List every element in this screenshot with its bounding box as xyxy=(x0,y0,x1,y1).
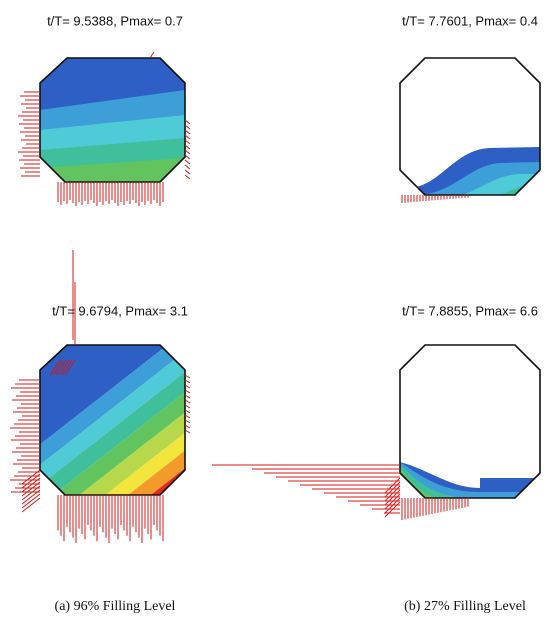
pressure-line xyxy=(184,409,191,414)
tank xyxy=(399,344,541,499)
pressure-line xyxy=(184,404,191,409)
pressure-line xyxy=(52,359,64,376)
caption: (a) 96% Filling Level xyxy=(55,599,176,614)
pressure-line xyxy=(21,485,41,501)
caption: (b) 27% Filling Level xyxy=(404,599,526,614)
pressure-line xyxy=(184,419,191,424)
pressure-line xyxy=(184,124,191,130)
pressure-line xyxy=(49,359,61,376)
pressure-line xyxy=(184,174,191,180)
pressure-line xyxy=(21,493,41,509)
pressure-line xyxy=(384,493,401,510)
pressure-line xyxy=(184,424,191,429)
pressure-line xyxy=(149,51,155,59)
pressure-line xyxy=(384,489,401,506)
pressure-line xyxy=(64,359,76,376)
pressure-line xyxy=(184,149,191,155)
pressure-line xyxy=(184,414,191,419)
pressure-line xyxy=(184,139,191,145)
pressure-line xyxy=(21,497,41,513)
fluid xyxy=(40,58,185,182)
pressure-line xyxy=(58,359,70,376)
pressure-line xyxy=(184,164,191,170)
pressure-line xyxy=(384,497,401,514)
pressure-line xyxy=(184,379,191,384)
pressure-line xyxy=(184,384,191,389)
pressure-line xyxy=(55,359,67,376)
pressure-line xyxy=(184,119,191,125)
pressure-lines xyxy=(10,51,469,543)
pressure-line xyxy=(184,389,191,394)
pressure-line xyxy=(184,169,191,175)
fluid xyxy=(40,345,185,495)
panel-title: t/T= 9.5388, Pmax= 0.7 xyxy=(47,13,183,28)
tank xyxy=(399,57,541,196)
pressure-line xyxy=(184,399,191,404)
panel-title: t/T= 7.8855, Pmax= 6.6 xyxy=(402,303,538,318)
pressure-line xyxy=(21,477,41,493)
pressure-line xyxy=(184,129,191,135)
pressure-line xyxy=(384,481,401,498)
panel-title: t/T= 9.6794, Pmax= 3.1 xyxy=(52,303,188,318)
pressure-line xyxy=(384,501,401,518)
pressure-line xyxy=(21,469,41,485)
pressure-line xyxy=(21,489,41,505)
pressure-line xyxy=(21,473,41,489)
pressure-line xyxy=(184,394,191,399)
pressure-line xyxy=(61,359,73,376)
pressure-line xyxy=(184,134,191,140)
pressure-line xyxy=(184,144,191,150)
pressure-line xyxy=(21,481,41,497)
pressure-line xyxy=(384,485,401,502)
pressure-line xyxy=(184,429,191,434)
pressure-line xyxy=(184,154,191,160)
panel-title: t/T= 7.7601, Pmax= 0.4 xyxy=(402,13,538,28)
pressure-line xyxy=(184,159,191,165)
pressure-line xyxy=(384,477,401,494)
pressure-line xyxy=(184,374,191,379)
